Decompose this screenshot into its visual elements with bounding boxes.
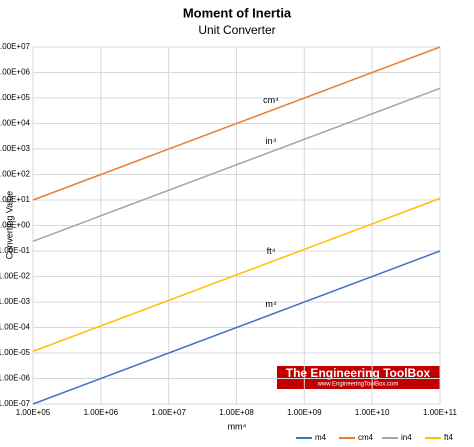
y-axis-label: Converting Value bbox=[4, 191, 14, 259]
x-tick-label: 1.00E+10 bbox=[355, 408, 390, 417]
y-tick-label: 1.00E+05 bbox=[0, 93, 31, 102]
series-annotation: ft⁴ bbox=[267, 246, 276, 256]
chart-subtitle: Unit Converter bbox=[198, 23, 275, 37]
x-tick-label: 1.00E+11 bbox=[423, 408, 457, 417]
series-annotation: cm⁴ bbox=[263, 95, 279, 105]
legend-label: cm4 bbox=[358, 433, 374, 442]
x-tick-label: 1.00E+06 bbox=[84, 408, 119, 417]
series-annotation: in⁴ bbox=[266, 136, 277, 146]
y-tick-label: 1.00E+03 bbox=[0, 144, 31, 153]
y-tick-label: 1.00E+06 bbox=[0, 68, 31, 77]
legend-label: m4 bbox=[315, 433, 327, 442]
y-tick-label: 1.00E+07 bbox=[0, 42, 31, 51]
x-tick-label: 1.00E+05 bbox=[16, 408, 51, 417]
y-tick-label: 1.00E+04 bbox=[0, 119, 31, 128]
series-annotation: m⁴ bbox=[265, 299, 276, 309]
y-tick-label: 1.00E-05 bbox=[0, 348, 31, 357]
legend-label: in4 bbox=[401, 433, 412, 442]
x-axis-label: mm⁴ bbox=[228, 421, 247, 431]
x-tick-label: 1.00E+07 bbox=[151, 408, 186, 417]
y-tick-label: 1.00E-07 bbox=[0, 399, 31, 408]
y-tick-label: 1.00E+01 bbox=[0, 195, 31, 204]
y-tick-label: 1.00E-06 bbox=[0, 374, 31, 383]
legend-label: ft4 bbox=[444, 433, 453, 442]
series-line bbox=[32, 197, 441, 353]
watermark-box bbox=[277, 366, 440, 389]
y-tick-label: 1.00E-03 bbox=[0, 297, 31, 306]
y-tick-label: 1.00E-01 bbox=[0, 246, 31, 255]
x-tick-label: 1.00E+09 bbox=[287, 408, 322, 417]
plot-border bbox=[32, 46, 441, 405]
y-tick-label: 1.00E-02 bbox=[0, 272, 31, 281]
y-tick-label: 1.00E-04 bbox=[0, 323, 31, 332]
watermark-title: The Engineering ToolBox bbox=[286, 366, 431, 380]
x-tick-label: 1.00E+08 bbox=[219, 408, 254, 417]
series-line bbox=[32, 87, 441, 242]
y-tick-label: 1.00E+02 bbox=[0, 170, 31, 179]
chart-title: Moment of Inertia bbox=[183, 5, 292, 20]
series-line bbox=[32, 46, 441, 201]
y-tick-label: 1.00E+00 bbox=[0, 221, 31, 230]
watermark-url: www.EngineeringToolBox.com bbox=[317, 382, 399, 388]
series-line bbox=[32, 250, 441, 405]
